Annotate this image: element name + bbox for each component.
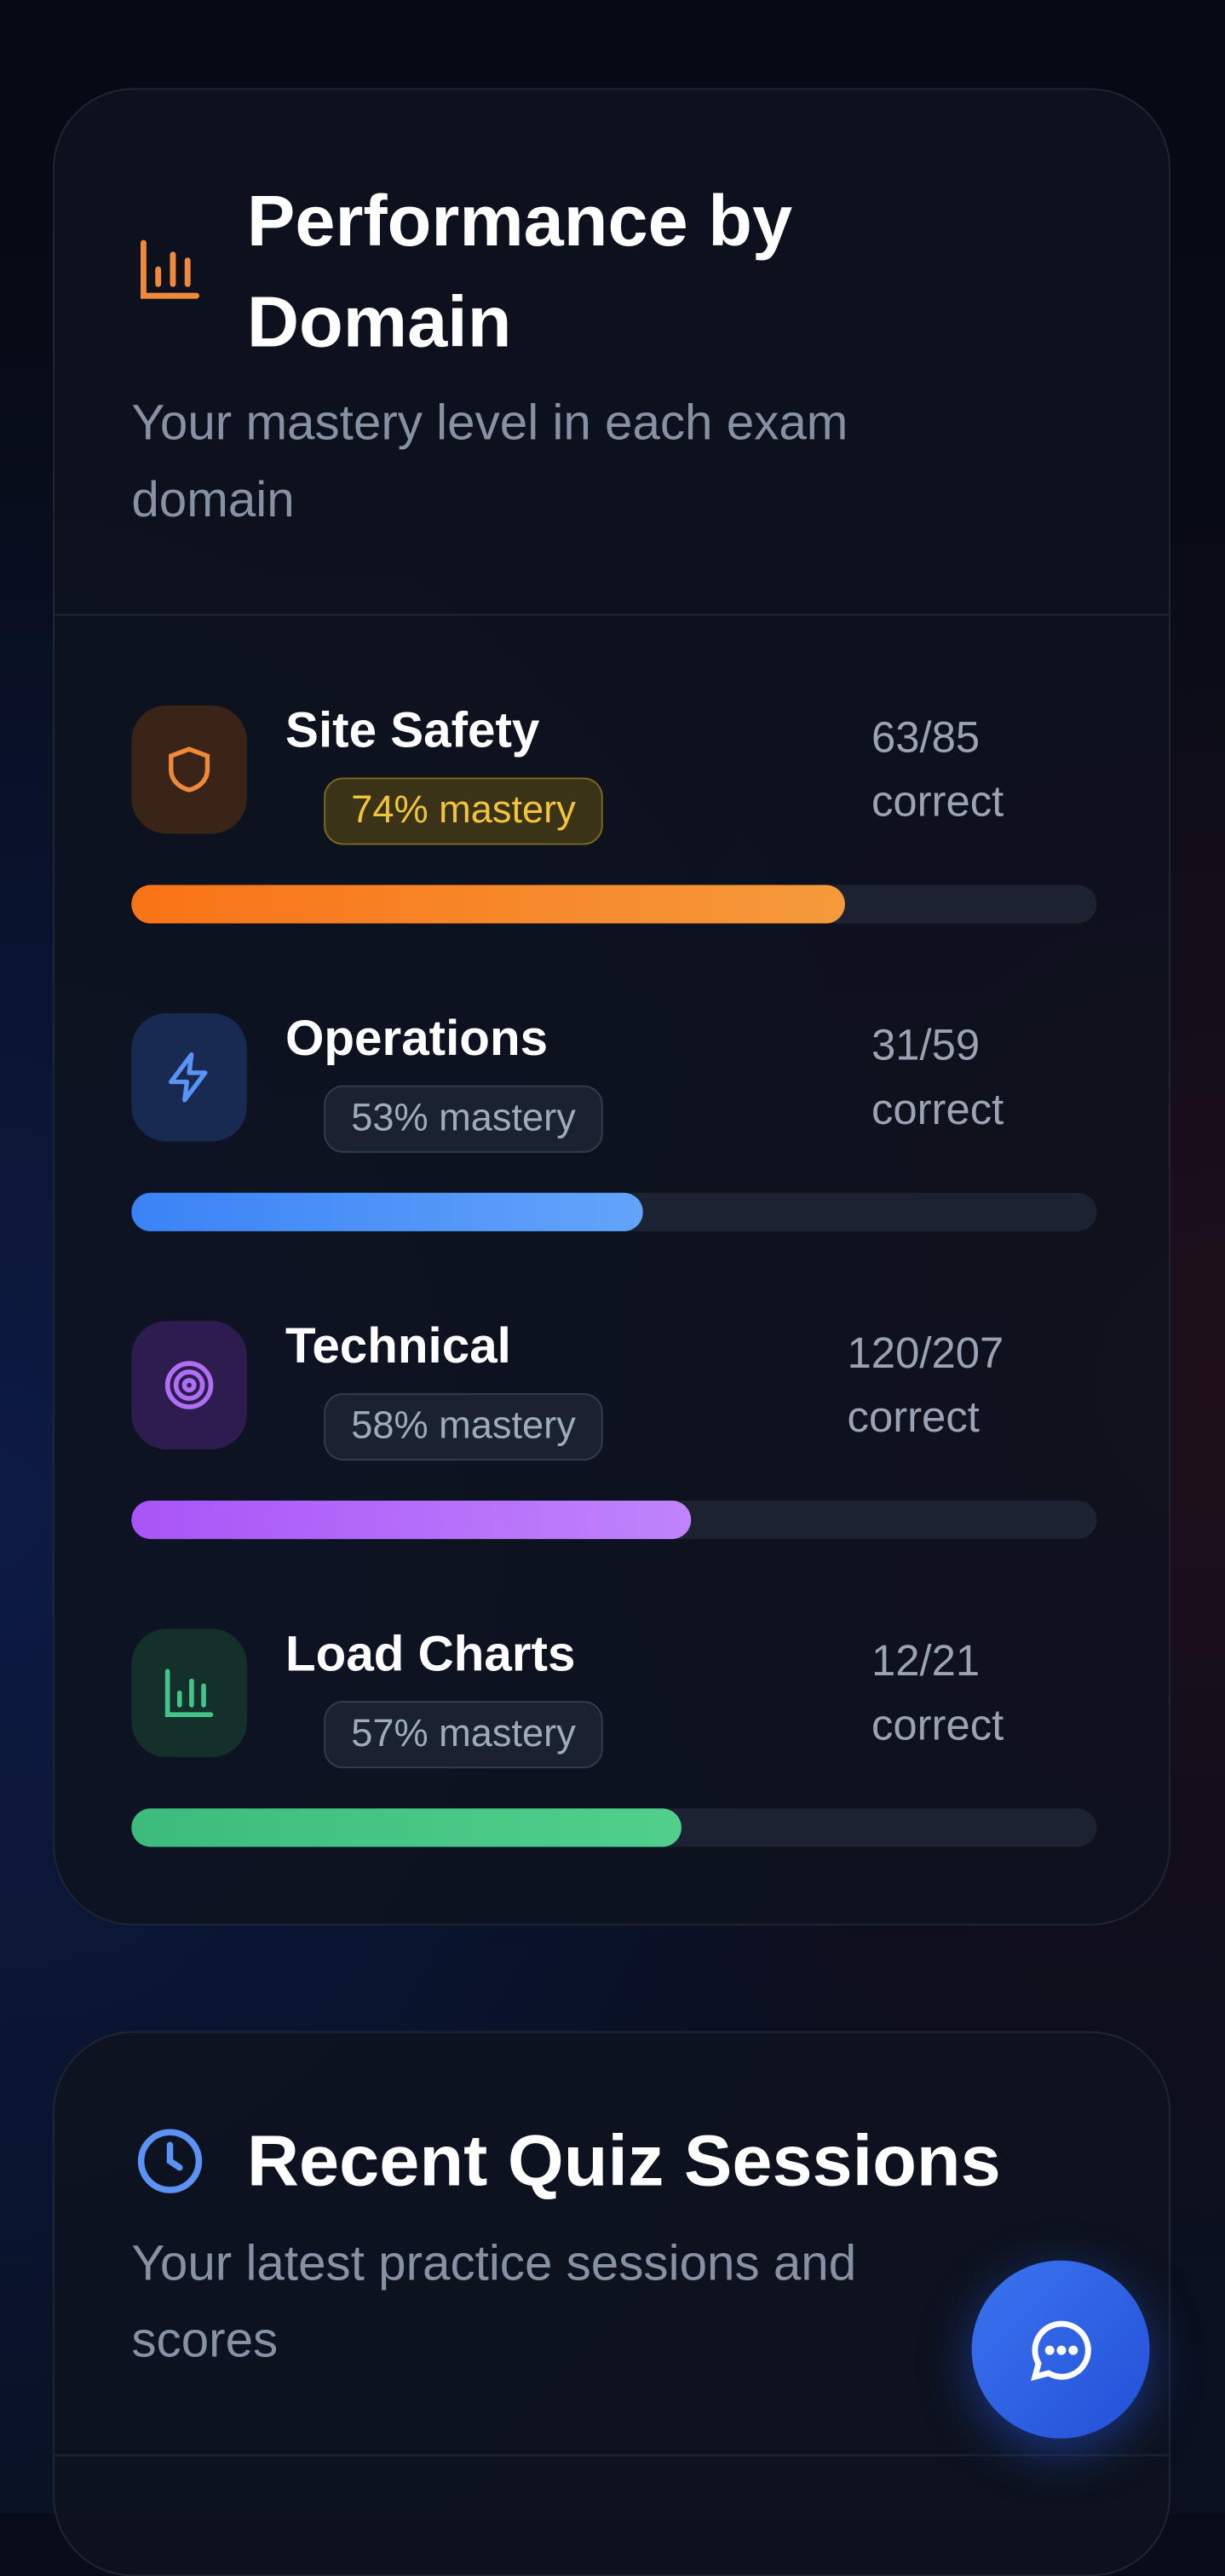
mastery-badge: 74% mastery [324,777,603,845]
domain-icon [131,1013,247,1142]
chat-button[interactable] [971,2260,1150,2439]
progress-fill [131,1808,682,1847]
domain-icon [131,705,247,834]
domain-row[interactable]: Technical 58% mastery 120/207 correct [131,1317,1097,1545]
mastery-badge: 57% mastery [324,1701,603,1769]
domain-card: Performance by Domain Your mastery level… [53,88,1171,1926]
correct-count: 31/59 correct [871,1021,1004,1134]
mastery-badge: 58% mastery [324,1392,603,1461]
divider [54,614,1170,616]
chart-icon [141,239,200,299]
domain-name: Operations [285,1010,549,1067]
correct-count: 12/21 correct [871,1636,1004,1749]
progress-fill [131,885,846,924]
card-title: Performance by Domain [246,179,793,363]
progress-fill [131,1192,643,1231]
domain-row[interactable]: Operations 53% mastery 31/59 correct [131,1010,1097,1237]
progress-fill [131,1500,692,1540]
divider [54,2454,1170,2457]
progress-track [131,885,1097,924]
card-subtitle: Your mastery level in each exam domain [131,394,848,527]
progress-track [131,1192,1097,1231]
domain-name: Load Charts [285,1625,576,1682]
mastery-badge: 53% mastery [324,1085,603,1153]
card-title: Recent Quiz Sessions [246,2119,1001,2202]
progress-track [131,1500,1097,1540]
clock-icon [137,2129,203,2193]
domain-icon [131,1628,247,1758]
domain-icon [131,1321,247,1449]
card-subtitle: Your latest practice sessions and scores [131,2234,857,2368]
domain-name: Technical [285,1317,511,1374]
domain-name: Site Safety [285,702,540,758]
domain-row[interactable]: Load Charts 57% mastery 12/21 correct [131,1625,1097,1853]
domain-row[interactable]: Site Safety 74% mastery 63/85 correct [131,702,1097,930]
correct-count: 63/85 correct [871,713,1004,826]
progress-track [131,1808,1097,1847]
recent-card: Recent Quiz Sessions Your latest practic… [53,2031,1171,2576]
correct-count: 120/207 correct [847,1328,1004,1442]
